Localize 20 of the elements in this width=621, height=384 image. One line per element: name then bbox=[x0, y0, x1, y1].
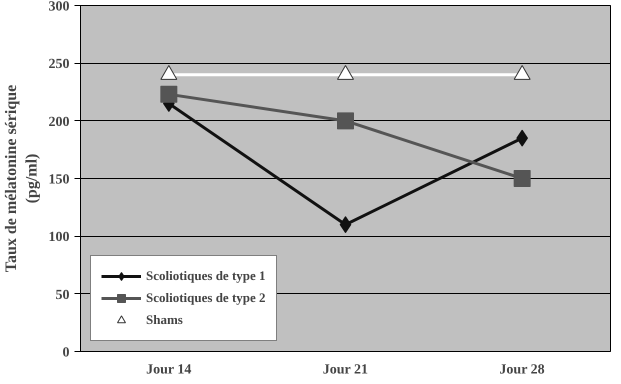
y-tick-label: 0 bbox=[62, 346, 70, 360]
point bbox=[337, 64, 354, 80]
point bbox=[514, 64, 531, 80]
y-tick-label: 150 bbox=[48, 172, 70, 188]
y-tick-label: 200 bbox=[48, 114, 70, 130]
legend-label: Scoliotiques de type 2 bbox=[146, 290, 266, 306]
y-axis-title: Taux de mélatonine sérique (pg/ml) bbox=[3, 84, 40, 272]
legend-label: Scoliotiques de type 1 bbox=[146, 268, 266, 284]
y-tick-label: 100 bbox=[48, 230, 70, 246]
point bbox=[337, 112, 354, 130]
point bbox=[160, 86, 178, 103]
x-tick-label: Jour 28 bbox=[499, 362, 545, 378]
x-tick-label: Jour 14 bbox=[146, 362, 192, 378]
legend-label: Shams bbox=[146, 312, 183, 328]
x-tick-label: Jour 21 bbox=[322, 362, 368, 378]
y-tick-label: 300 bbox=[48, 0, 70, 14]
y-tick-label: 50 bbox=[56, 288, 70, 303]
point bbox=[160, 64, 178, 80]
point bbox=[514, 170, 531, 187]
y-tick-label: 250 bbox=[48, 57, 70, 72]
